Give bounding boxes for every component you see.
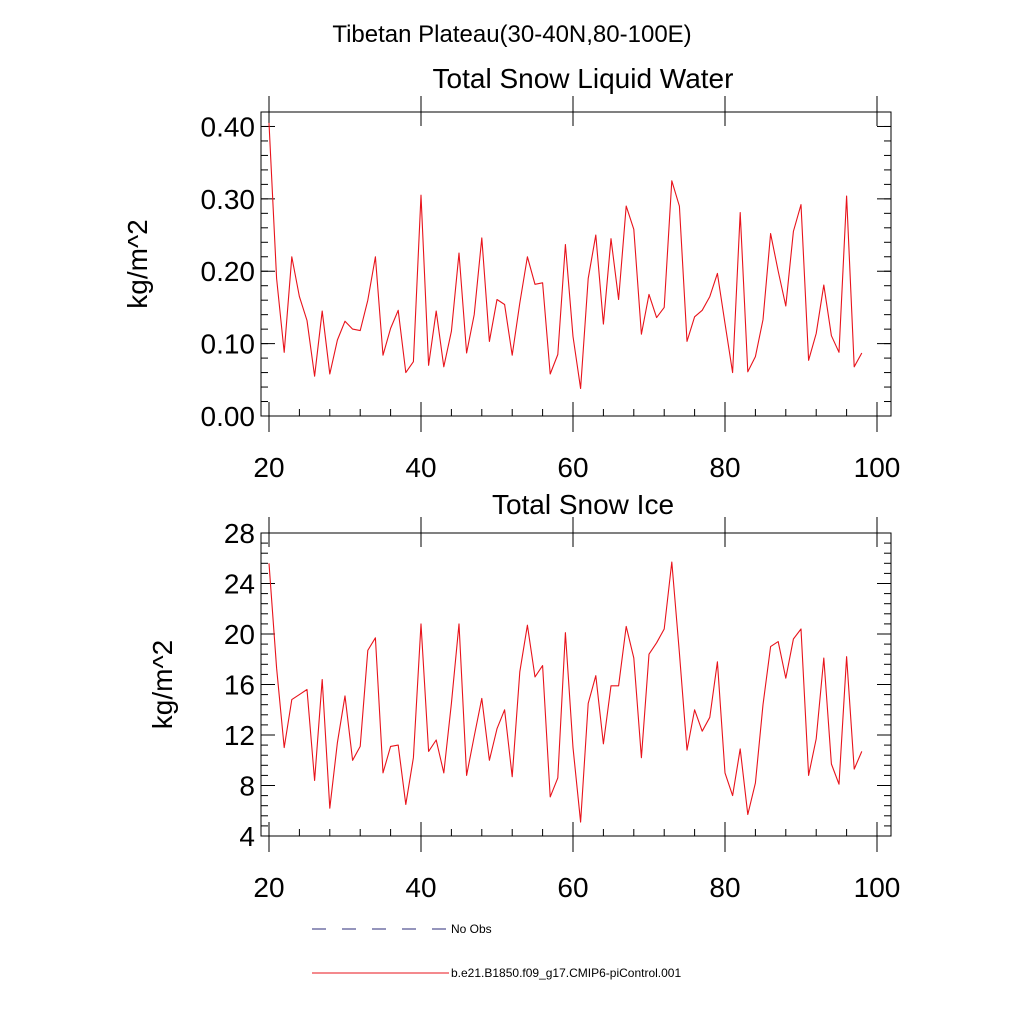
- chart-title: Total Snow Liquid Water: [433, 63, 734, 94]
- x-tick-label: 40: [405, 872, 436, 903]
- figure-suptitle: Tibetan Plateau(30-40N,80-100E): [332, 21, 691, 48]
- x-tick-label: 100: [854, 452, 901, 483]
- series-line: [268, 561, 863, 823]
- y-axis-label: kg/m^2: [147, 640, 178, 729]
- y-tick-label: 28: [224, 518, 255, 549]
- y-tick-label: 0.30: [201, 184, 256, 215]
- y-tick-label: 0.10: [201, 329, 256, 360]
- x-tick-label: 60: [557, 452, 588, 483]
- y-tick-label: 12: [224, 720, 255, 751]
- x-tick-label: 20: [253, 452, 284, 483]
- y-axis-label: kg/m^2: [122, 219, 153, 308]
- x-tick-label: 60: [557, 872, 588, 903]
- x-tick-label: 100: [854, 872, 901, 903]
- panel-total-snow-liquid-water: Total Snow Liquid Water kg/m^2 0.00 0.10 0.2…: [122, 63, 900, 483]
- y-tick-label: 8: [239, 771, 255, 802]
- plot-frame: [260, 111, 892, 417]
- legend: No Obs b.e21.B1850.f09_g17.CMIP6-piContr…: [312, 922, 681, 980]
- series-line: [268, 122, 863, 390]
- y-tick-label: 0.20: [201, 256, 256, 287]
- y-tick-label: 24: [224, 569, 255, 600]
- x-tick-label: 80: [709, 872, 740, 903]
- chart-title: Total Snow Ice: [492, 489, 674, 520]
- y-tick-label: 16: [224, 670, 255, 701]
- legend-model-label: b.e21.B1850.f09_g17.CMIP6-piControl.001: [451, 966, 681, 980]
- x-tick-label: 20: [253, 872, 284, 903]
- y-tick-label: 0.40: [201, 111, 256, 142]
- legend-no-obs-label: No Obs: [451, 922, 492, 936]
- panel-total-snow-ice: Total Snow Ice kg/m^2 4 8 12 16 20 24 28 20 40 60 80…: [147, 489, 900, 903]
- x-tick-label: 80: [709, 452, 740, 483]
- y-tick-label: 0.00: [201, 401, 256, 432]
- x-tick-label: 40: [405, 452, 436, 483]
- y-tick-label: 4: [239, 821, 255, 852]
- y-tick-label: 20: [224, 619, 255, 650]
